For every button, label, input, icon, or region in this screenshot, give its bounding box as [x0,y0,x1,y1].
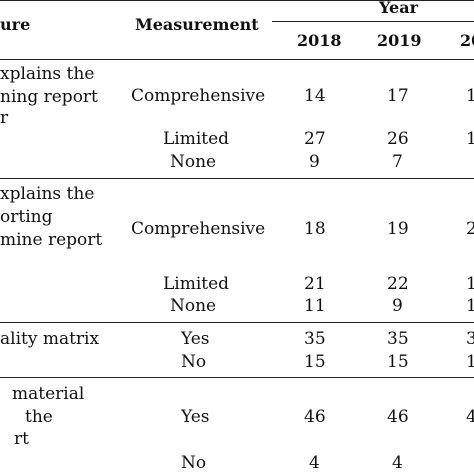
value-2018: 11 [304,296,326,316]
value-2019: 15 [387,352,409,372]
value-2019: 46 [387,407,409,427]
disclosure-text: r [0,108,9,128]
disclosure-text: mine report [0,230,103,250]
section-divider-2 [0,322,474,323]
measurement-cell: None [170,296,217,316]
value-2018: 15 [304,352,326,372]
value-2019: 17 [387,86,409,106]
measurement-cell: Limited [163,129,230,149]
disclosure-text: xplains the [0,184,95,204]
disclosure-text: ning report [0,87,98,107]
header-year: Year [379,0,419,17]
table-top-rule [0,0,474,1]
measurement-cell: Yes [181,407,210,427]
value-2018: 9 [309,152,320,172]
value-2019: 22 [387,274,409,294]
section-divider-1 [0,178,474,179]
value-2020: 4 [466,407,474,427]
value-2019: 7 [392,152,403,172]
value-2018: 4 [309,453,320,473]
disclosure-text: material [12,384,85,404]
measurement-cell: Yes [181,329,210,349]
value-2019: 9 [392,296,403,316]
disclosure-text: orting [0,207,53,227]
header-year-2020: 20 [460,31,474,50]
value-2020: 2 [466,219,474,239]
measurement-cell: No [181,453,207,473]
section-divider-3 [0,377,474,378]
measurement-cell: None [170,152,217,172]
header-bottom-rule [0,59,474,60]
value-2020: 1 [466,86,474,106]
value-2019: 35 [387,329,409,349]
value-2018: 46 [304,407,326,427]
value-2020: 3 [466,329,474,349]
measurement-cell: No [181,352,207,372]
header-year-2019: 2019 [377,31,422,50]
disclosure-text: xplains the [0,64,95,84]
header-disclosure: ure [0,15,31,34]
measurement-cell: Limited [163,274,230,294]
value-2018: 18 [304,219,326,239]
measurement-cell: Comprehensive [131,219,266,239]
disclosure-text: the [25,407,53,427]
value-2018: 27 [304,129,326,149]
value-2019: 26 [387,129,409,149]
value-2020: 1 [466,352,474,372]
value-2019: 4 [392,453,403,473]
year-group-rule [272,21,474,22]
value-2019: 19 [387,219,409,239]
value-2018: 35 [304,329,326,349]
value-2018: 21 [304,274,326,294]
disclosure-text: rt [14,429,29,449]
header-year-2018: 2018 [297,31,342,50]
value-2020: 1 [466,129,474,149]
value-2020: 1 [466,274,474,294]
header-measurement: Measurement [135,15,259,34]
value-2020: 1 [466,296,474,316]
measurement-cell: Comprehensive [131,86,266,106]
disclosure-text: ality matrix [0,329,100,349]
value-2018: 14 [304,86,326,106]
